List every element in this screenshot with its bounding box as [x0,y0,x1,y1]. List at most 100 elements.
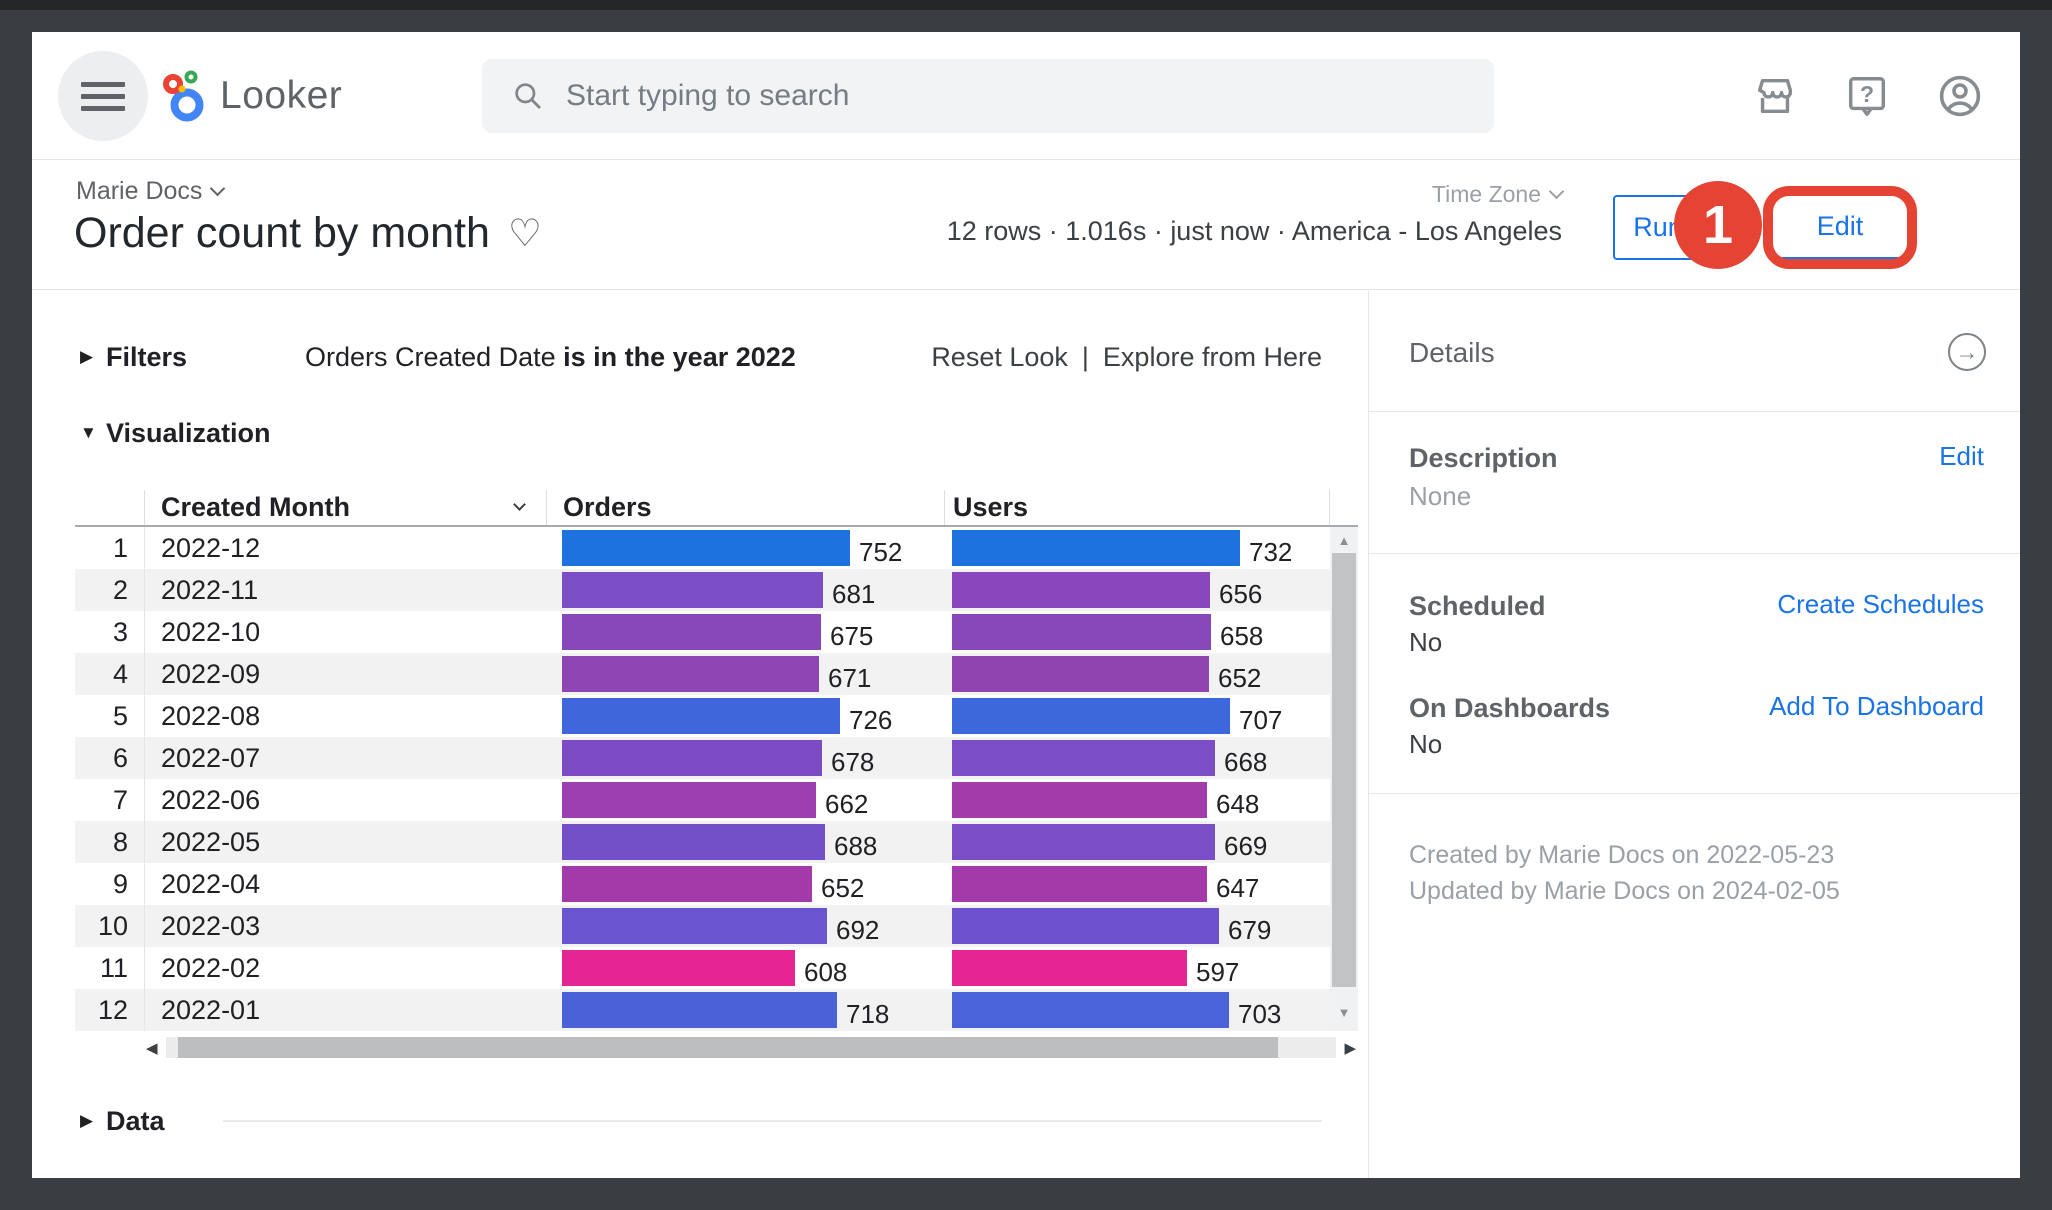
orders-cell: 681 [546,569,944,611]
edit-description-link[interactable]: Edit [1939,441,1984,471]
explore-from-here-link[interactable]: Explore from Here [1102,341,1322,372]
svg-text:?: ? [1860,81,1874,107]
updated-line: Updated by Marie Docs on 2024-02-05 [1409,877,1840,905]
table-row: 9 2022-04 652 647 [75,863,1358,905]
orders-value: 681 [832,578,876,609]
timezone-label: Time Zone [1431,181,1541,207]
horizontal-scroll-track[interactable] [166,1037,1336,1058]
hamburger-icon [81,81,125,111]
users-bar[interactable] [952,782,1207,818]
horizontal-scroll-thumb[interactable] [178,1037,1278,1058]
row-number-cell: 9 [112,868,128,899]
expand-right-icon[interactable]: ▶ [80,1111,94,1130]
orders-header-label: Orders [563,492,652,522]
month-cell: 2022-03 [144,905,546,947]
users-header[interactable]: Users [944,490,1330,525]
row-number-cell: 4 [112,658,128,689]
data-section: ▶ Data [80,1103,1322,1139]
orders-bar[interactable] [562,698,840,734]
orders-bar[interactable] [562,866,812,902]
table-row: 2 2022-11 681 656 [75,569,1358,611]
edit-button-label: Edit [1816,210,1864,241]
users-value: 658 [1220,620,1264,651]
orders-cell: 718 [546,989,944,1031]
scroll-right-icon[interactable]: ▶ [1344,1040,1356,1057]
breadcrumb[interactable]: Marie Docs [76,177,226,206]
orders-bar[interactable] [562,782,816,818]
scroll-down-icon[interactable]: ▼ [1337,1005,1351,1020]
users-bar[interactable] [952,656,1209,692]
row-number-cell: 5 [112,700,128,731]
users-cell: 707 [944,695,1330,737]
users-cell: 597 [944,947,1330,989]
run-button[interactable]: Run [1613,195,1703,260]
orders-bar[interactable] [562,992,837,1028]
orders-bar[interactable] [562,824,825,860]
scroll-up-icon[interactable]: ▲ [1337,533,1351,548]
edit-button[interactable]: Edit [1778,195,1902,260]
marketplace-icon[interactable] [1752,73,1798,119]
account-icon[interactable] [1936,72,1984,120]
create-schedules-link[interactable]: Create Schedules [1777,589,1984,619]
users-bar[interactable] [952,908,1219,944]
users-value: 679 [1228,914,1272,945]
main-content: ▶ Filters Orders Created Date is in the … [32,291,2020,1178]
scheduled-value: No [1409,627,1443,657]
users-bar[interactable] [952,950,1187,986]
orders-bar[interactable] [562,950,795,986]
users-bar[interactable] [952,866,1207,902]
vertical-scroll-thumb[interactable] [1332,553,1356,987]
orders-bar[interactable] [562,614,821,650]
scroll-left-icon[interactable]: ◀ [146,1040,158,1057]
scheduled-label: Scheduled [1409,591,1546,621]
orders-bar[interactable] [562,908,827,944]
month-cell: 2022-07 [144,737,546,779]
users-value: 732 [1249,536,1293,567]
table-row: 6 2022-07 678 668 [75,737,1358,779]
orders-bar[interactable] [562,740,822,776]
users-value: 668 [1224,746,1268,777]
main-menu-button[interactable] [58,51,148,141]
table-row: 8 2022-05 688 669 [75,821,1358,863]
orders-bar[interactable] [562,572,823,608]
created-line: Created by Marie Docs on 2022-05-23 [1409,841,1835,869]
row-number-cell: 8 [112,826,128,857]
details-title: Details [1409,337,1495,368]
title-bar: Marie Docs Order count by month ♡ Time Z… [32,161,2020,374]
description-value: None [1409,481,1472,511]
month-cell: 2022-02 [144,947,546,989]
table-row: 10 2022-03 692 679 [75,905,1358,947]
created-month-header[interactable]: Created Month [144,490,546,525]
expand-right-icon[interactable]: ▶ [80,347,94,366]
users-bar[interactable] [952,614,1211,650]
users-bar[interactable] [952,530,1240,566]
users-bar[interactable] [952,824,1215,860]
favorite-heart-icon[interactable]: ♡ [507,212,542,255]
users-value: 647 [1216,872,1260,903]
reset-look-link[interactable]: Reset Look [931,341,1068,372]
users-bar[interactable] [952,992,1229,1028]
orders-header[interactable]: Orders [546,490,944,525]
orders-bar[interactable] [562,656,819,692]
users-cell: 669 [944,821,1330,863]
timezone-dropdown[interactable]: Time Zone [947,181,1565,208]
looker-logo[interactable]: Looker [160,32,342,160]
collapse-down-icon[interactable]: ▼ [80,423,97,442]
table-row: 7 2022-06 662 648 [75,779,1358,821]
month-cell: 2022-06 [144,779,546,821]
table-horizontal-scrollbar[interactable]: ◀ ▶ [144,1036,1358,1060]
users-bar[interactable] [952,740,1215,776]
users-bar[interactable] [952,572,1210,608]
help-icon[interactable]: ? [1844,73,1890,119]
open-details-arrow-icon[interactable]: → [1948,333,1986,371]
visualization-section-label: Visualization [106,417,271,448]
table-row: 4 2022-09 671 652 [75,653,1358,695]
month-cell: 2022-08 [144,695,546,737]
global-search[interactable] [482,59,1494,133]
search-input[interactable] [566,79,1426,113]
table-vertical-scrollbar[interactable]: ▲ ▼ [1330,527,1358,1030]
add-to-dashboard-link[interactable]: Add To Dashboard [1769,691,1984,721]
users-bar[interactable] [952,698,1230,734]
orders-bar[interactable] [562,530,850,566]
filter-field: Orders Created Date [305,341,564,372]
